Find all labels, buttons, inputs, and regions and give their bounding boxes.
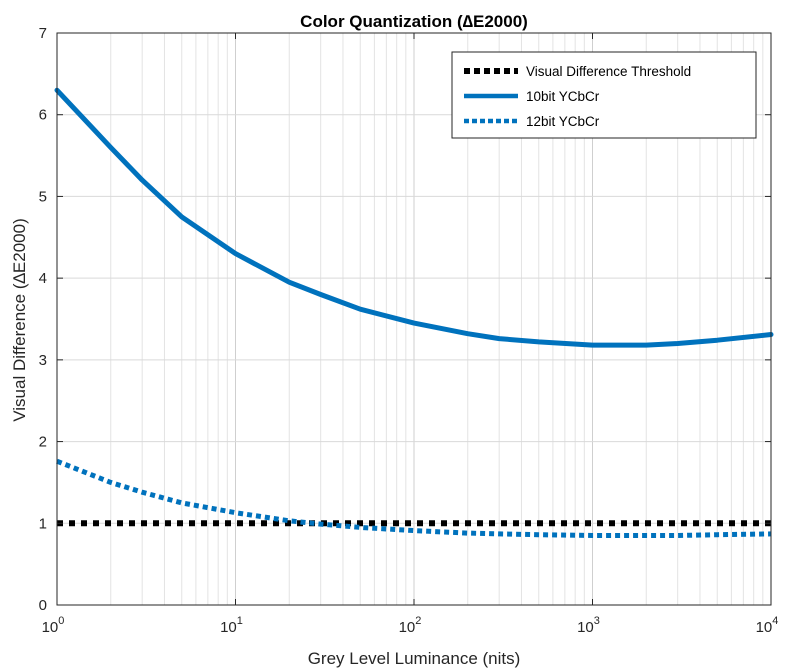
y-tick-label: 2 [39,434,47,451]
series-group [54,87,774,538]
y-tick-label: 4 [39,270,47,287]
y-axis-label: Visual Difference (∆E2000) [10,218,29,422]
x-tick-label: 101 [220,615,243,636]
x-tick-label: 100 [42,615,65,636]
x-tick-label: 103 [577,615,600,636]
legend-items: Visual Difference Threshold 10bit YCbCr 12… [464,64,691,129]
y-tick-label: 3 [39,352,47,369]
x-axis-label: Grey Level Luminance (nits) [308,649,521,668]
legend-label: Visual Difference Threshold [526,64,691,79]
ticks: 100 101 102 103 104 0 1 2 3 4 5 6 7 [39,25,779,636]
chart-title: Color Quantization (∆E2000) [300,12,528,31]
legend-label: 10bit YCbCr [526,89,600,104]
x-tick-label: 104 [756,615,779,636]
series-line-2 [54,87,774,348]
legend: Visual Difference Threshold 10bit YCbCr 12… [451,51,757,139]
y-tick-label: 7 [39,25,47,42]
legend-label: 12bit YCbCr [526,114,600,129]
y-tick-label: 5 [39,188,47,205]
y-tick-label: 0 [39,597,47,614]
series-line-3 [56,458,772,538]
y-tick-label: 1 [39,515,47,532]
y-tick-label: 6 [39,107,47,124]
x-tick-label: 102 [399,615,422,636]
